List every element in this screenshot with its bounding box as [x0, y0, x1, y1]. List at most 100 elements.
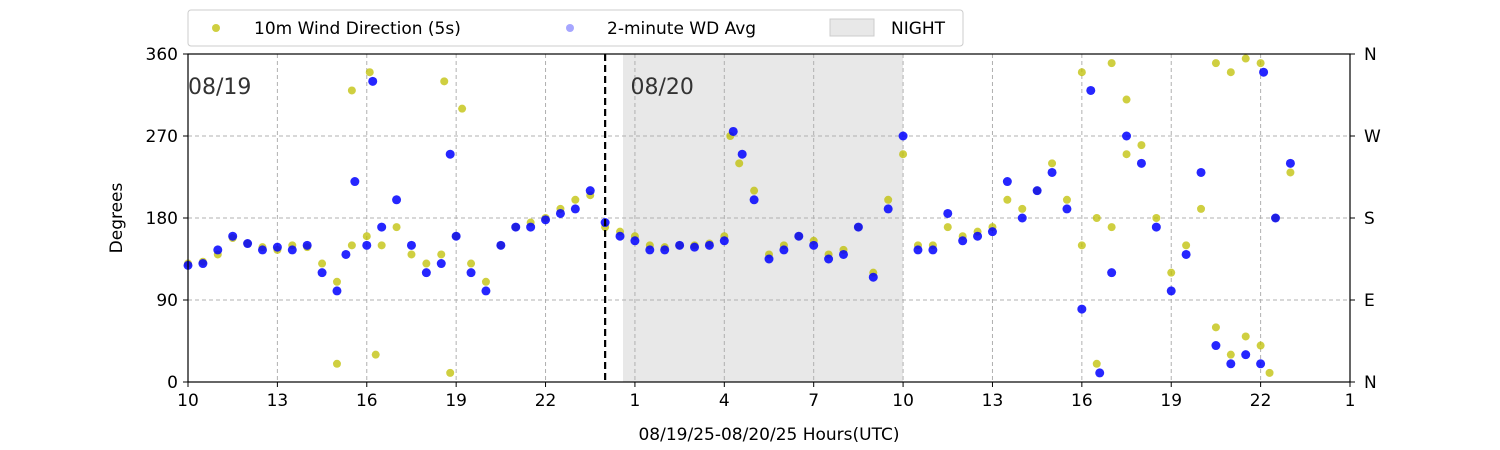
wd-avg-point [1196, 167, 1206, 177]
wd-avg-point [272, 242, 282, 252]
x-tick-label: 4 [719, 391, 730, 411]
wind-direction-point [571, 195, 580, 204]
wd-avg-point [838, 249, 848, 259]
wd-avg-point [198, 259, 208, 269]
wd-avg-point [898, 131, 908, 141]
wind-direction-point [1182, 241, 1191, 250]
wd-avg-point [809, 240, 819, 250]
wind-direction-point [422, 259, 431, 268]
y-tick-label: 270 [146, 127, 178, 147]
wind-direction-point [458, 104, 467, 113]
wind-direction-point [347, 86, 356, 95]
wd-avg-point [749, 195, 759, 205]
wind-direction-point [437, 250, 446, 259]
date-annotation-layer: 08/19 08/20 [188, 75, 694, 100]
axes-layer: 10 13 16 19 22 1 4 7 10 13 16 19 22 1090180270360NESW… [107, 45, 1381, 445]
wind-direction-point [440, 77, 449, 86]
x-tick-label: 16 [356, 391, 378, 411]
y-axis-title: Degrees [107, 182, 127, 253]
wind-direction-point [1241, 332, 1250, 341]
wd-avg-point [1285, 158, 1295, 168]
two-minute-avg-series [183, 67, 1295, 378]
x-tick-label: 7 [808, 391, 819, 411]
wd-avg-point [1047, 167, 1057, 177]
wd-avg-point [868, 272, 878, 282]
wind-direction-point [1018, 204, 1027, 213]
wd-avg-point [928, 245, 938, 255]
wind-direction-point [1107, 59, 1116, 68]
date-annotation: 08/20 [630, 75, 693, 100]
legend-box [187, 9, 964, 47]
y-tick-label: 360 [146, 45, 178, 65]
wind-direction-point [1122, 150, 1131, 159]
wd-avg-point [779, 245, 789, 255]
x-tick-label: 10 [892, 391, 914, 411]
wind-direction-point [1265, 368, 1274, 377]
wd-avg-point [1151, 222, 1161, 232]
wind-direction-point [1137, 141, 1146, 150]
wd-avg-point [555, 208, 565, 218]
wd-avg-point [350, 177, 360, 187]
wd-avg-point [1256, 359, 1266, 369]
wd-avg-point [570, 204, 580, 214]
wd-avg-point [341, 249, 351, 259]
wd-avg-point [406, 240, 416, 250]
wd-avg-point [913, 245, 923, 255]
wd-avg-point [436, 259, 446, 269]
x-tick-label: 10 [177, 391, 199, 411]
wind-direction-point [750, 186, 759, 195]
wind-direction-point [1197, 204, 1206, 213]
wd-avg-point [1095, 368, 1105, 378]
wd-avg-point [728, 126, 738, 136]
wd-avg-point [466, 268, 476, 278]
wd-avg-point [585, 186, 595, 196]
wd-avg-point [645, 245, 655, 255]
wd-avg-point [228, 231, 238, 241]
wd-avg-point [445, 149, 455, 159]
x-tick-label: 22 [1250, 391, 1272, 411]
x-tick-label: 19 [1160, 391, 1182, 411]
y-tick-label: 90 [156, 291, 178, 311]
wd-avg-point [1077, 304, 1087, 314]
wind-direction-point [899, 150, 908, 159]
legend-patch [829, 18, 875, 37]
wd-avg-point [1107, 268, 1117, 278]
wd-avg-point [1017, 213, 1027, 223]
x-tick-label: 19 [445, 391, 467, 411]
wd-avg-point [1226, 359, 1236, 369]
wd-avg-point [1259, 67, 1269, 77]
wd-avg-point [853, 222, 863, 232]
wind-direction-point [332, 359, 341, 368]
wind-direction-point [377, 241, 386, 250]
wd-avg-point [1002, 177, 1012, 187]
wd-avg-point [496, 240, 506, 250]
wind-direction-point [332, 277, 341, 286]
wind-direction-point [735, 159, 744, 168]
wd-avg-point [1062, 204, 1072, 214]
wd-avg-point [1136, 158, 1146, 168]
wd-avg-point [660, 245, 670, 255]
wind-direction-point [1226, 68, 1235, 77]
wd-avg-point [317, 268, 327, 278]
x-tick-label: 1 [1345, 391, 1356, 411]
wd-avg-point [987, 227, 997, 237]
wind-direction-point [446, 368, 455, 377]
wd-avg-point [1271, 213, 1281, 223]
wind-direction-point [1167, 268, 1176, 277]
wind-direction-point [1211, 323, 1220, 332]
wd-avg-point [794, 231, 804, 241]
y2-tick-label: W [1364, 127, 1381, 147]
x-tick-label: 22 [535, 391, 557, 411]
wind-direction-point [1152, 214, 1161, 222]
wd-avg-point [675, 240, 685, 250]
wd-avg-point [958, 236, 968, 246]
wind-direction-point [1256, 59, 1265, 68]
wind-direction-point [1122, 95, 1131, 104]
wind-direction-point [1107, 223, 1116, 232]
wd-avg-point [392, 195, 402, 205]
wd-avg-point [213, 245, 223, 255]
wd-avg-point [511, 222, 521, 232]
wd-avg-point [615, 231, 625, 241]
wd-avg-point [690, 242, 700, 252]
x-axis-title: 08/19/25-08/20/25 Hours(UTC) [638, 425, 899, 445]
